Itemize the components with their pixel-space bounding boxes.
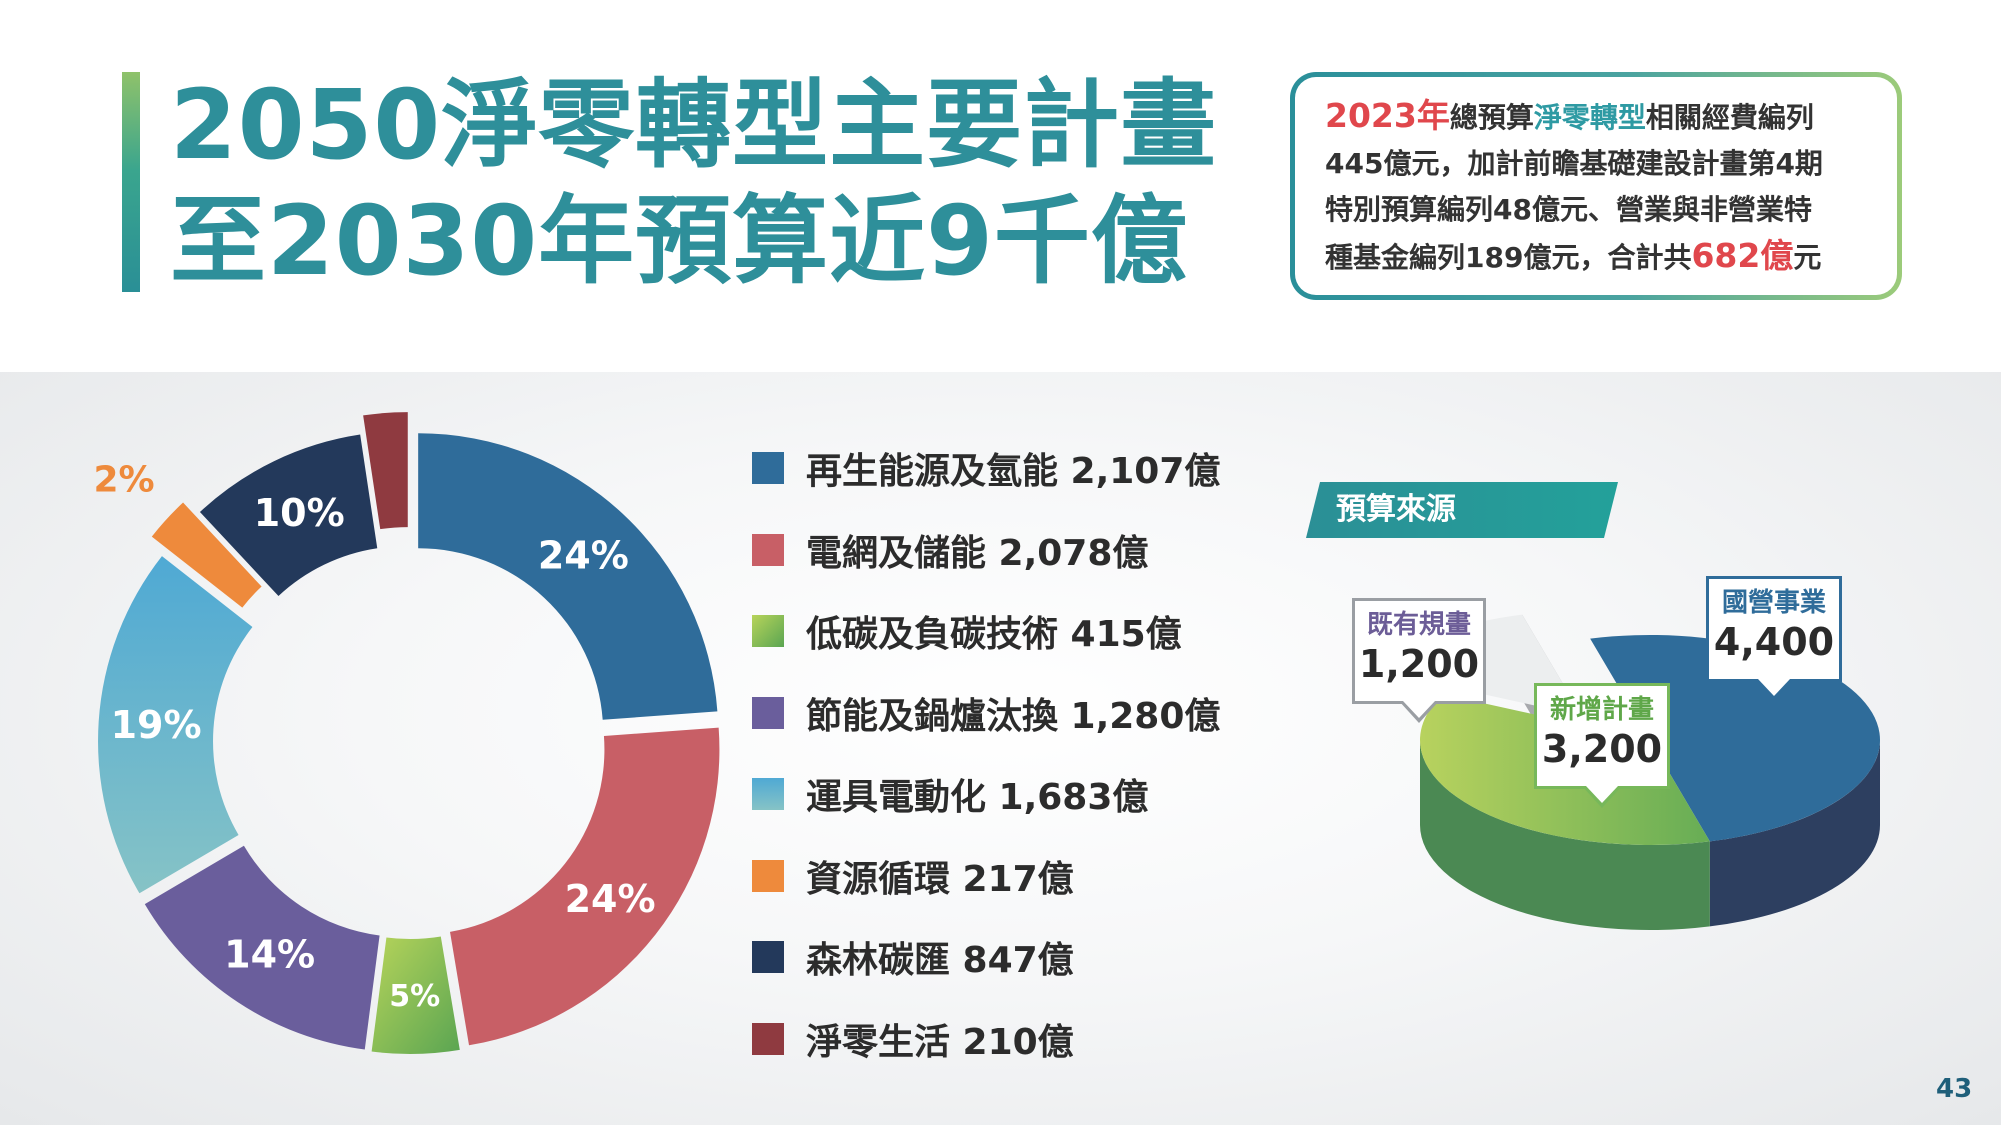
summary-line1-end: 相關經費編列: [1645, 101, 1814, 134]
donut-slice-forest-sink: [199, 434, 378, 597]
donut-label-low-carbon-tech: 5%: [389, 979, 440, 1014]
legend-label-grid-storage: 電網及儲能 2,078億: [806, 532, 1149, 574]
callout-pointer-fill: [1758, 679, 1790, 696]
summary-line-3: 特別預算編列48億元、營業與非營業特: [1325, 193, 1812, 226]
summary-highlight-net-zero: 淨零轉型: [1533, 101, 1646, 134]
page-title-line2: 至2030年預算近9千億: [170, 185, 1188, 297]
budget-summary-box: 2023年總預算淨零轉型相關經費編列 445億元，加計前瞻基礎建設計畫第4期 特…: [1290, 72, 1902, 300]
donut-label-resource-cycle: 2%: [93, 459, 154, 500]
budget-donut-chart: 24% 24% 5% 14% 19% 2% 10% 2%: [93, 372, 720, 1054]
legend-swatch-resource-cycle: [752, 859, 784, 892]
donut-slice-renewable: [418, 433, 718, 720]
callout-new-plan: 新增計畫 3,200: [1534, 683, 1670, 808]
donut-label-energy-saving: 14%: [224, 932, 315, 976]
callout-pointer-fill: [1403, 701, 1435, 718]
callout-existing-plan: 既有規畫 1,200: [1352, 598, 1486, 723]
legend-label-net-zero-life: 淨零生活 210億: [806, 1021, 1074, 1063]
callout-pointer-fill: [1586, 786, 1618, 803]
legend-item-vehicle-electrification: 運具電動化 1,683億: [752, 764, 1148, 824]
callout-new-value: 3,200: [1541, 727, 1663, 771]
budget-source-title: 預算來源: [1306, 482, 1618, 538]
budget-summary-text: 2023年總預算淨零轉型相關經費編列 445億元，加計前瞻基礎建設計畫第4期 特…: [1295, 77, 1897, 295]
donut-label-grid-storage: 24%: [565, 877, 656, 921]
legend-item-forest-sink: 森林碳匯 847億: [752, 927, 1074, 987]
summary-line-1: 2023年總預算淨零轉型相關經費編列: [1325, 93, 1871, 141]
summary-line4-end: 元: [1793, 241, 1822, 274]
summary-line-4: 種基金編列189億元，合計共682億元: [1325, 233, 1871, 281]
legend-item-net-zero-life: 淨零生活 210億: [752, 1009, 1074, 1069]
donut-slice-low-carbon-tech: [371, 936, 460, 1054]
legend-swatch-renewable: [752, 452, 784, 484]
callout-state-value: 4,400: [1713, 620, 1835, 664]
donut-label-net-zero-life: 2%: [350, 372, 411, 376]
donut-slice-net-zero-life: [363, 412, 408, 530]
legend-label-resource-cycle: 資源循環 217億: [806, 858, 1074, 900]
callout-state-enterprise: 國營事業 4,400: [1706, 576, 1842, 701]
page-number: 43: [1936, 1074, 1973, 1104]
donut-slice-energy-saving: [144, 845, 380, 1050]
summary-line4-start: 種基金編列189億元，合計共: [1325, 241, 1692, 274]
title-accent-bar: [122, 72, 140, 292]
donut-label-vehicle-electrification: 19%: [111, 703, 202, 747]
legend-label-low-carbon-tech: 低碳及負碳技術 415億: [806, 614, 1182, 655]
donut-label-renewable: 24%: [538, 534, 629, 578]
summary-line-2: 445億元，加計前瞻基礎建設計畫第4期: [1325, 147, 1823, 180]
legend-label-forest-sink: 森林碳匯 847億: [806, 940, 1074, 981]
page-title-line1: 2050淨零轉型主要計畫: [170, 69, 1218, 181]
legend-swatch-low-carbon-tech: [752, 615, 784, 647]
legend-item-low-carbon-tech: 低碳及負碳技術 415億: [752, 601, 1182, 661]
legend-swatch-grid-storage: [752, 533, 784, 566]
legend-item-energy-saving: 節能及鍋爐汰換 1,280億: [752, 683, 1220, 743]
donut-slice-vehicle-electrification: [98, 556, 253, 894]
legend-label-vehicle-electrification: 運具電動化 1,683億: [806, 777, 1149, 818]
legend-swatch-energy-saving: [752, 696, 784, 729]
pie3d-side-new-plan: [1420, 740, 1710, 930]
callout-existing-name: 既有規畫: [1366, 610, 1471, 640]
legend-swatch-net-zero-life: [752, 1022, 784, 1055]
summary-line1-mid: 總預算: [1449, 101, 1534, 134]
legend-swatch-forest-sink: [752, 941, 784, 973]
legend-item-resource-cycle: 資源循環 217億: [752, 846, 1074, 906]
summary-total-amount: 682億: [1691, 236, 1794, 275]
legend-label-energy-saving: 節能及鍋爐汰換 1,280億: [806, 695, 1221, 737]
legend-swatch-vehicle-electrification: [752, 778, 784, 810]
legend-label-renewable: 再生能源及氫能 2,107億: [806, 451, 1221, 492]
donut-slice-resource-cycle: [151, 502, 262, 608]
callout-new-name: 新增計畫: [1549, 695, 1654, 725]
callout-state-name: 國營事業: [1721, 588, 1826, 618]
legend-item-grid-storage: 電網及儲能 2,078億: [752, 520, 1148, 580]
callout-existing-value: 1,200: [1358, 642, 1480, 686]
summary-year: 2023年: [1325, 96, 1450, 135]
donut-label-forest-sink: 10%: [254, 491, 345, 535]
donut-slice-grid-storage: [450, 727, 720, 1046]
legend-item-renewable: 再生能源及氫能 2,107億: [752, 438, 1220, 498]
pie3d-side-state-enterprise: [1709, 740, 1880, 927]
